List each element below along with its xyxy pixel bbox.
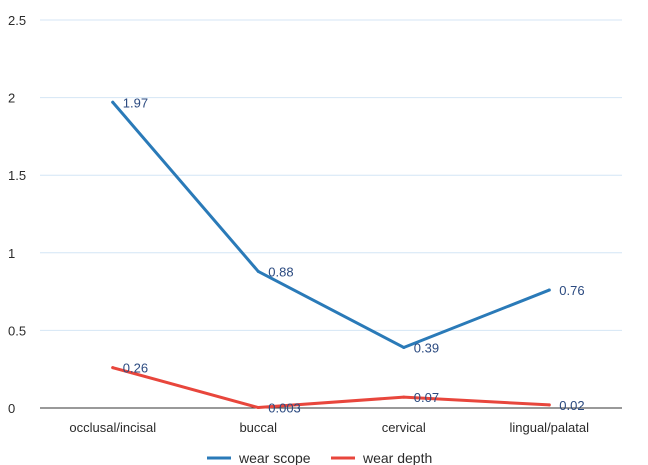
y-tick-label: 1.5: [8, 168, 26, 183]
data-label: 0.26: [123, 361, 148, 376]
legend: wear scope wear depth: [207, 450, 432, 465]
data-point: [111, 366, 115, 370]
legend-label: wear scope: [238, 450, 311, 465]
x-tick-label: lingual/palatal: [509, 420, 589, 435]
data-label: 1.97: [123, 95, 148, 110]
data-label: 0.02: [559, 398, 584, 413]
x-tick-label: buccal: [239, 420, 277, 435]
y-tick-label: 2: [8, 91, 15, 106]
data-labels: 1.97 0.88 0.39 0.76 0.26 0.003 0.07 0.02: [123, 95, 585, 415]
data-label: 0.003: [268, 401, 301, 416]
x-tick-label: cervical: [382, 420, 426, 435]
data-label: 0.07: [414, 390, 439, 405]
data-label: 0.39: [414, 340, 439, 355]
data-point: [547, 288, 551, 292]
y-tick-label: 1: [8, 246, 15, 261]
y-tick-label: 2.5: [8, 13, 26, 28]
y-axis-ticks: 0 0.5 1 1.5 2 2.5: [8, 13, 26, 416]
data-point: [547, 403, 551, 407]
gridlines: [40, 19, 622, 331]
series-line-wear-scope: [111, 100, 551, 349]
data-point: [402, 345, 406, 349]
data-point: [402, 395, 406, 399]
data-point: [256, 269, 260, 273]
y-tick-label: 0: [8, 401, 15, 416]
x-tick-label: occlusal/incisal: [69, 420, 156, 435]
series-lines: [111, 100, 551, 410]
data-point: [256, 406, 260, 410]
data-point: [111, 100, 115, 104]
data-label: 0.76: [559, 283, 584, 298]
legend-label: wear depth: [362, 450, 432, 465]
series-line-wear-depth: [111, 366, 551, 410]
y-tick-label: 0.5: [8, 323, 26, 338]
x-axis-ticks: occlusal/incisal buccal cervical lingual/pa…: [69, 420, 589, 435]
data-label: 0.88: [268, 264, 293, 279]
